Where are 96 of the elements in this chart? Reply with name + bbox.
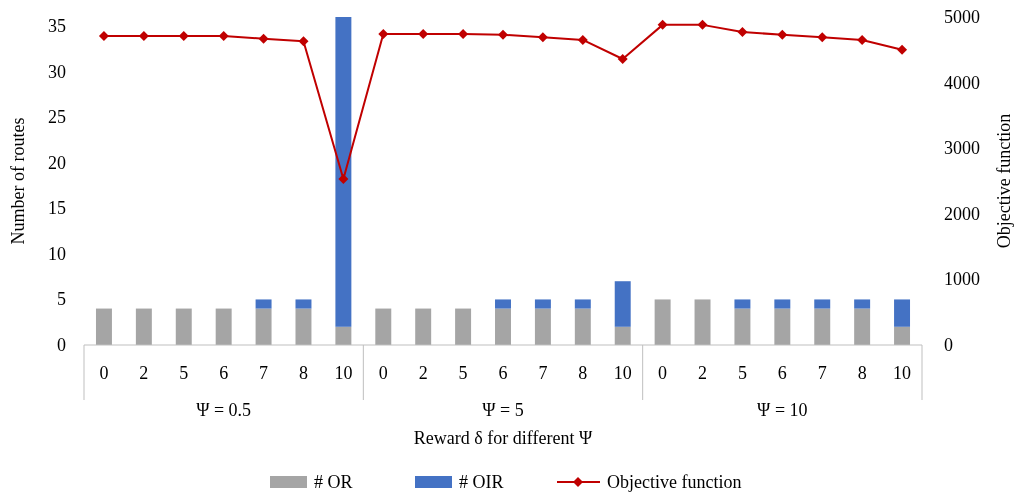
point (577, 34, 588, 45)
y-tick-label: 10 (48, 243, 66, 264)
x-tick-label: 0 (99, 363, 109, 383)
bar (614, 326, 631, 345)
x-tick-label: 2 (418, 363, 428, 383)
x-tick-label: 10 (334, 363, 353, 383)
bar (495, 299, 511, 309)
point (178, 31, 189, 42)
x-tick-label: 7 (259, 363, 269, 383)
bar (694, 299, 711, 345)
point (498, 29, 508, 40)
point (537, 32, 548, 43)
x-tick-label: 8 (857, 363, 867, 383)
y2-tick-label: 4000 (944, 72, 980, 93)
x-tick-label: 10 (613, 363, 632, 383)
text: Ψ = 0.5 (196, 400, 252, 420)
bar (534, 308, 551, 345)
point (98, 31, 109, 42)
y-axis-title: Number of routes (8, 117, 28, 245)
x-tick-label: 7 (538, 363, 548, 383)
bar (734, 299, 751, 309)
x-tick-label: 2 (698, 363, 708, 383)
x-tick-label: 6 (219, 363, 229, 383)
y-tick-label: 15 (48, 198, 66, 219)
text: Ψ = 10 (757, 400, 808, 420)
y2-tick-label: 3000 (944, 138, 980, 159)
bar (534, 299, 551, 309)
x-tick-label: 6 (498, 363, 508, 383)
point (897, 44, 908, 55)
bar (415, 308, 432, 345)
point (378, 29, 389, 40)
x-tick-label: 0 (378, 363, 388, 383)
x-tick-label: 7 (817, 363, 827, 383)
x-tick-label: 8 (578, 363, 588, 383)
y-tick-label: 20 (48, 152, 66, 173)
point (857, 34, 868, 45)
point (617, 53, 628, 64)
point (697, 19, 708, 30)
x-tick-label: 6 (777, 363, 787, 383)
bar (894, 299, 911, 327)
bar (495, 308, 511, 345)
bar (175, 308, 192, 345)
x-tick-label: 10 (893, 363, 912, 383)
point (657, 19, 668, 30)
y-tick-label: 5 (57, 289, 66, 310)
legend-label: # OIR (459, 472, 504, 492)
x-tick-label: 5 (458, 363, 468, 383)
bar (255, 299, 272, 309)
bar (295, 299, 312, 309)
bar (215, 308, 232, 345)
y2-tick-label: 0 (944, 335, 953, 355)
bar (375, 308, 392, 345)
x-tick-label: 0 (658, 363, 668, 383)
bar (774, 299, 791, 309)
bar (854, 299, 871, 309)
y-tick-label: 30 (48, 61, 66, 82)
x-tick-label: 2 (139, 363, 149, 383)
y2-tick-label: 2000 (944, 203, 980, 224)
bar (295, 308, 312, 345)
bar (654, 299, 671, 345)
bar (894, 326, 911, 345)
x-axis-title: Reward δ for different Ψ (413, 428, 593, 448)
point (458, 29, 469, 40)
point (817, 32, 828, 43)
x-tick-label: 5 (179, 363, 189, 383)
point (338, 174, 349, 185)
y2-tick-label: 5000 (944, 7, 980, 27)
bar (455, 308, 472, 345)
y2-axis-title: Objective function (994, 113, 1014, 249)
point (298, 36, 309, 47)
point (218, 31, 229, 42)
bar (574, 308, 591, 345)
legend-label: # OR (314, 472, 353, 492)
text: Ψ = 5 (482, 400, 524, 420)
y-tick-label: 0 (57, 335, 66, 355)
y2-tick-label: 1000 (944, 269, 980, 290)
point (258, 33, 269, 44)
bar (734, 308, 751, 345)
bar (614, 281, 631, 327)
bar (774, 308, 791, 345)
bar (255, 308, 272, 345)
legend-label: Objective function (607, 472, 742, 492)
x-tick-label: 8 (298, 363, 308, 383)
bar (814, 299, 831, 309)
bar (814, 308, 831, 345)
y-tick-label: 25 (48, 107, 66, 128)
bar (95, 308, 112, 345)
point (737, 27, 748, 38)
bar (335, 17, 352, 327)
point (777, 29, 788, 40)
bar (335, 326, 352, 345)
y-tick-label: 35 (48, 16, 66, 37)
x-tick-label: 5 (737, 363, 747, 383)
bar (135, 308, 152, 345)
bar (574, 299, 591, 309)
bar (854, 308, 871, 345)
